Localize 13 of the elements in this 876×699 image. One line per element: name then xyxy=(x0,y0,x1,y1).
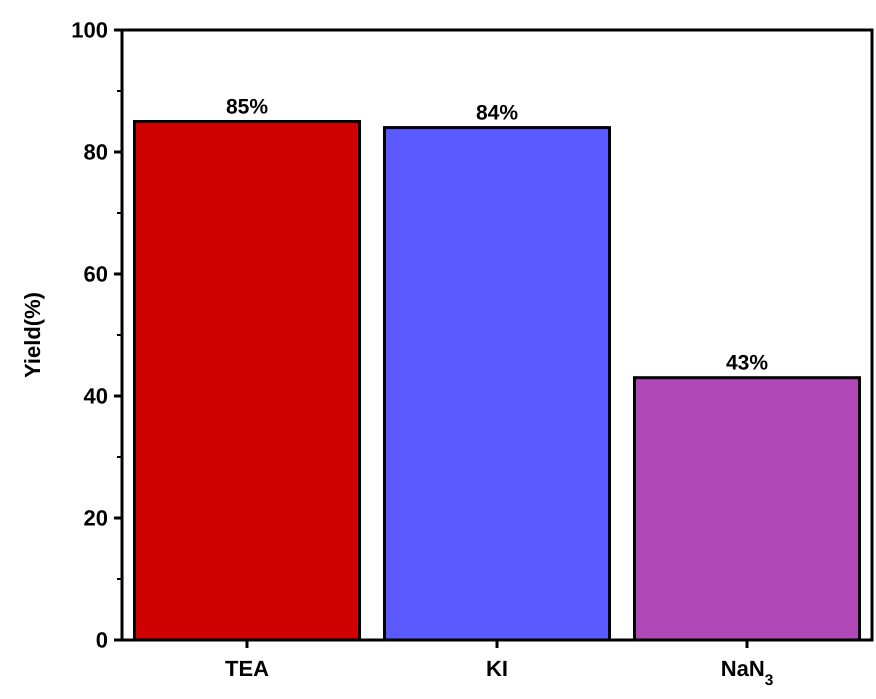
data-label: 84% xyxy=(476,102,518,125)
data-label: 85% xyxy=(226,96,268,118)
y-tick-label: 0 xyxy=(96,628,108,653)
y-tick-label: 100 xyxy=(71,18,108,43)
x-tick-label: KI xyxy=(486,656,508,681)
y-tick-label: 80 xyxy=(84,140,108,165)
y-tick-label: 20 xyxy=(84,506,108,531)
y-axis-title: Yield(%) xyxy=(20,292,45,378)
x-tick-label: NaN$_{3}$ xyxy=(720,656,774,688)
y-tick-label: 60 xyxy=(84,262,108,287)
x-tick-label: TEA xyxy=(225,656,270,681)
y-tick-label: 40 xyxy=(84,384,108,409)
data-label: 43% xyxy=(726,352,768,375)
